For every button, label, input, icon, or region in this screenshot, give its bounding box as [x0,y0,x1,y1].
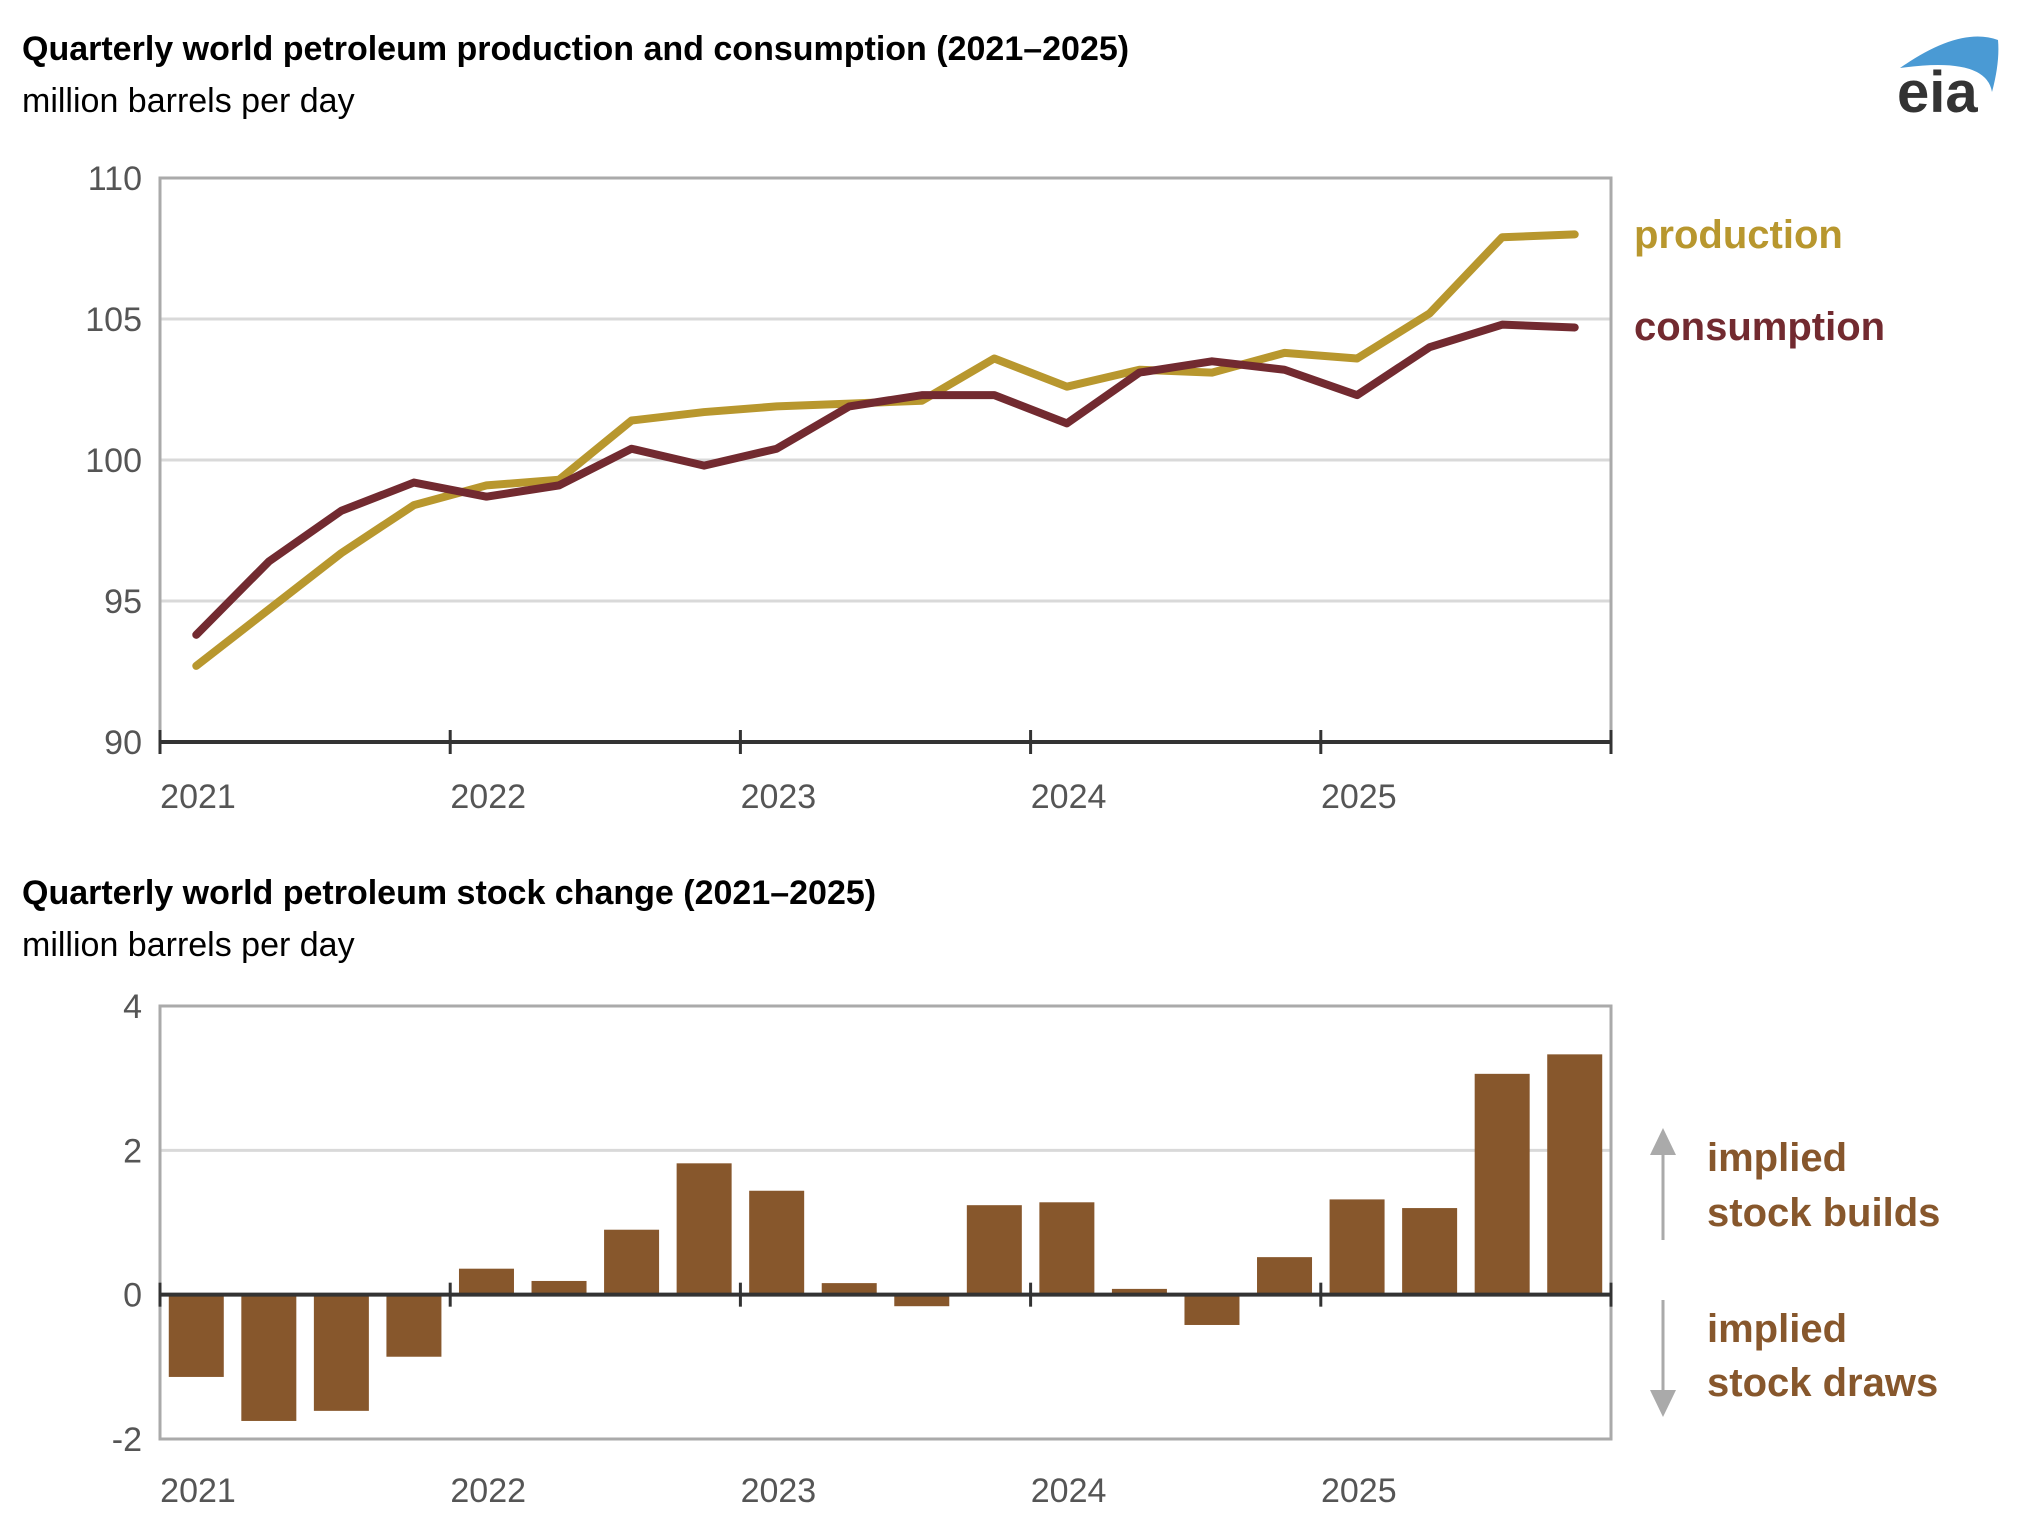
top-chart-subtitle: million barrels per day [22,82,355,120]
y-tick-label: 110 [88,160,142,198]
logo-arc-icon [1900,36,1999,92]
draws-label-line2: stock draws [1707,1361,1938,1405]
stock-change-bar [966,1205,1022,1295]
bottom-chart-subtitle: million barrels per day [22,926,355,964]
y-tick-label: 105 [85,301,142,339]
stock-change-bar [1184,1294,1240,1325]
stock-change-bar [1039,1202,1095,1295]
builds-annotation: implied stock builds [1650,1128,1940,1240]
stock-change-bar [1257,1257,1313,1295]
draws-label-line1: implied [1707,1307,1847,1351]
stock-change-bar [313,1294,369,1411]
y-tick-label: 0 [123,1277,142,1315]
stock-change-bar [241,1294,297,1421]
stock-change-bar [1111,1288,1167,1295]
top-chart: 90 95 100 105 110 2021 2022 2023 2024 2025 [85,160,1613,816]
y-tick-label: 95 [104,583,142,621]
eia-logo: eia [1897,36,1999,125]
draws-annotation: implied stock draws [1650,1300,1938,1417]
y-tick-label: 2 [123,1132,142,1170]
y-tick-label: 90 [104,724,142,762]
y-tick-label: -2 [112,1421,142,1459]
stock-change-bar [1402,1208,1458,1295]
y-tick-label: 4 [123,988,142,1026]
stock-change-bar [821,1283,877,1295]
bottom-chart-title: Quarterly world petroleum stock change (… [22,874,876,912]
logo-text: eia [1897,60,1978,125]
legend-production: production [1634,213,1843,257]
stock-change-bar [604,1229,660,1295]
x-tick-label: 2022 [450,778,526,816]
x-tick-label: 2023 [741,778,817,816]
x-tick-label: 2021 [160,1472,236,1510]
bottom-chart: -2 0 2 4 2021 2022 2023 2024 2025 [112,988,1613,1510]
plot-frame [158,1004,1613,1441]
x-tick-label: 2021 [160,778,236,816]
x-tick-label: 2025 [1321,1472,1397,1510]
x-tick-label: 2024 [1031,1472,1107,1510]
legend-consumption: consumption [1634,305,1885,349]
down-arrow-icon [1650,1390,1676,1417]
y-tick-label: 100 [85,442,142,480]
stock-change-bar [168,1294,224,1377]
stock-change-bar [1474,1073,1530,1295]
top-chart-title: Quarterly world petroleum production and… [22,30,1129,68]
x-tick-label: 2023 [741,1472,817,1510]
stock-change-bar [1547,1054,1603,1295]
builds-label-line1: implied [1707,1136,1847,1180]
stock-change-bar [531,1280,587,1295]
x-tick-label: 2024 [1031,778,1107,816]
stock-change-bar [386,1294,442,1357]
stock-change-bar [1329,1199,1385,1295]
builds-label-line2: stock builds [1707,1191,1940,1235]
stock-change-bar [894,1294,950,1307]
up-arrow-icon [1650,1128,1676,1155]
x-tick-label: 2025 [1321,778,1397,816]
stock-change-bar [458,1268,514,1295]
x-tick-label: 2022 [450,1472,526,1510]
consumption-line [192,320,1579,639]
stock-change-bar [749,1190,805,1295]
stock-change-bar [676,1163,732,1295]
